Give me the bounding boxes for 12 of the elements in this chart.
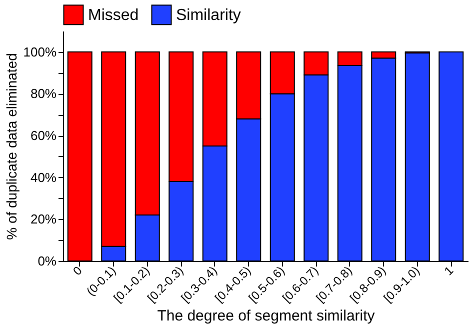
legend-label: Missed xyxy=(88,6,139,24)
y-tick-label: 100% xyxy=(23,44,57,60)
y-tick-label: 20% xyxy=(30,212,57,227)
legend-label: Similarity xyxy=(176,6,241,24)
y-tick-label: 0% xyxy=(38,254,57,268)
y-tick-label: 80% xyxy=(30,86,57,102)
x-tick-label: 1 xyxy=(441,263,456,278)
y-tick-label: 60% xyxy=(30,128,57,144)
x-axis-title: The degree of segment similarity xyxy=(157,307,376,324)
y-axis-title: % of duplicate data eliminated xyxy=(3,53,20,240)
x-tick-label: 0 xyxy=(70,263,86,278)
y-tick-label: 40% xyxy=(30,170,57,185)
